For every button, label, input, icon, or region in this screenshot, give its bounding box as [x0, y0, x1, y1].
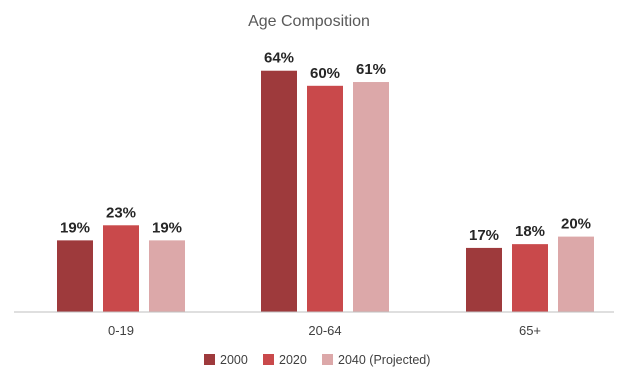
data-label-20-64-series-2: 60% [310, 65, 340, 82]
x-tick-label: 65+ [519, 323, 541, 338]
x-tick-labels: 0-19 20-64 65+ [108, 323, 541, 338]
data-label-65-series-2: 18% [515, 223, 545, 240]
bars-layer: 19% 23% 19% 64% 60% 61% 17% 18% 20% [57, 50, 594, 312]
legend-swatch [322, 354, 333, 365]
bar-20-64-series-2 [307, 85, 343, 312]
bar-65-series-2 [512, 244, 548, 312]
bar-0-19-series-3 [149, 240, 185, 312]
legend-swatch [263, 354, 274, 365]
x-tick-label: 0-19 [108, 323, 134, 338]
legend: 2000 2020 2040 (Projected) [204, 353, 430, 367]
legend-item: 2040 (Projected) [322, 353, 430, 367]
bar-20-64-series-3 [353, 82, 389, 312]
data-label-0-19-series-1: 19% [60, 219, 90, 236]
data-label-0-19-series-3: 19% [152, 219, 182, 236]
data-label-20-64-series-3: 61% [356, 61, 386, 78]
bar-0-19-series-1 [57, 240, 93, 312]
data-label-20-64-series-1: 64% [264, 50, 294, 67]
x-tick-label: 20-64 [308, 323, 341, 338]
legend-item: 2020 [263, 353, 307, 367]
bar-65-series-3 [558, 236, 594, 312]
bar-20-64-series-1 [261, 70, 297, 312]
legend-label: 2000 [220, 353, 248, 367]
data-label-65-series-3: 20% [561, 216, 591, 233]
bar-0-19-series-2 [103, 225, 139, 312]
legend-label: 2020 [279, 353, 307, 367]
legend-swatch [204, 354, 215, 365]
legend-item: 2000 [204, 353, 248, 367]
data-label-65-series-1: 17% [469, 227, 499, 244]
data-label-0-19-series-2: 23% [106, 204, 136, 221]
legend-label: 2040 (Projected) [338, 353, 430, 367]
bar-65-series-1 [466, 247, 502, 312]
chart-title: Age Composition [248, 13, 370, 30]
